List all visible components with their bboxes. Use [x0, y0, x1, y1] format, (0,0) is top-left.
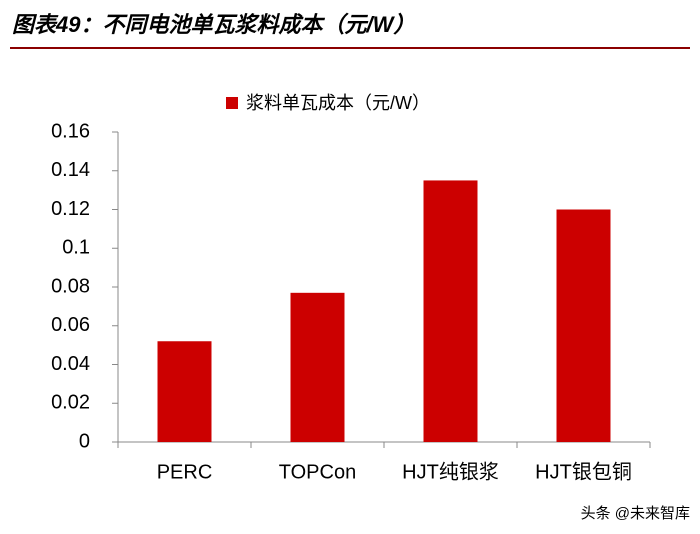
bar [423, 180, 478, 442]
bar [290, 292, 345, 442]
y-tick-label: 0.02 [51, 392, 90, 414]
legend-label: 浆料单瓦成本（元/W） [246, 93, 430, 113]
y-tick-label: 0.1 [62, 237, 90, 259]
y-tick-label: 0 [79, 430, 90, 452]
x-tick-label: HJT纯银浆 [402, 460, 499, 483]
y-tick-label: 0.12 [51, 198, 90, 220]
y-tick-label: 0.06 [51, 314, 90, 336]
watermark: 头条 @未来智库 [581, 504, 690, 522]
y-tick-label: 0.08 [51, 275, 90, 297]
bar [556, 209, 611, 442]
bar [157, 341, 212, 442]
y-tick-label: 0.14 [51, 159, 90, 181]
y-tick-label: 0.16 [51, 120, 90, 142]
x-tick-label: PERC [157, 461, 213, 483]
legend-swatch [226, 97, 238, 109]
x-tick-label: TOPCon [279, 461, 356, 483]
chart-title: 图表49：不同电池单瓦浆料成本（元/W） [12, 12, 415, 37]
x-tick-label: HJT银包铜 [535, 460, 632, 483]
y-tick-label: 0.04 [51, 353, 90, 375]
